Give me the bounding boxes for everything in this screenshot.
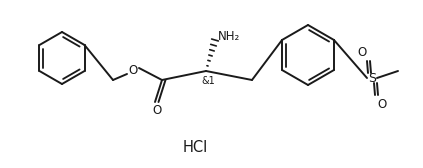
Text: O: O: [377, 97, 387, 111]
Text: O: O: [152, 103, 161, 116]
Text: O: O: [128, 65, 137, 77]
Text: O: O: [357, 46, 367, 58]
Text: NH₂: NH₂: [218, 31, 240, 44]
Text: &1: &1: [201, 76, 215, 86]
Text: S: S: [368, 72, 376, 85]
Text: HCl: HCl: [182, 140, 208, 156]
